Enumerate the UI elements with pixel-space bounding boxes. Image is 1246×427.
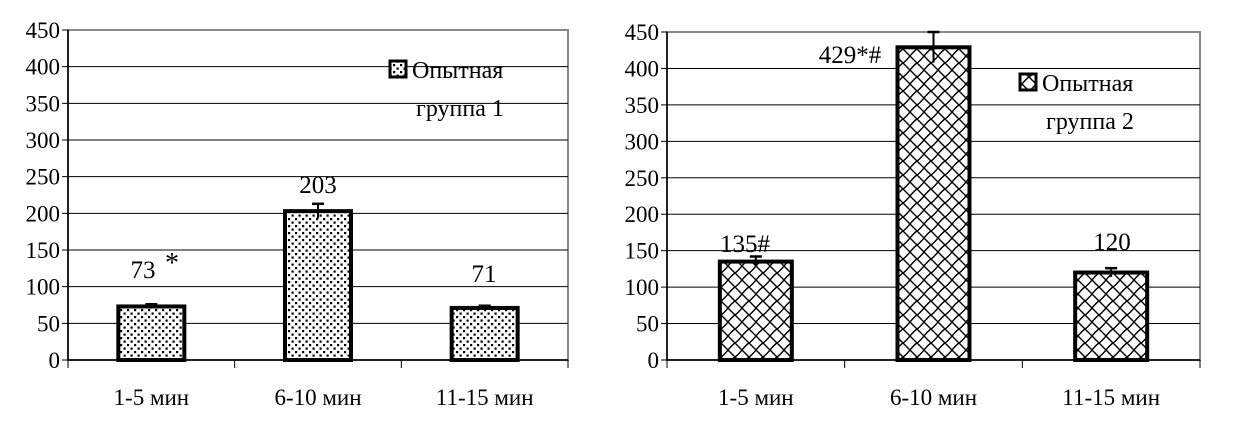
bar	[1073, 270, 1150, 362]
data-label: 429*#	[819, 42, 882, 69]
data-label: 135#	[720, 231, 771, 258]
y-tick-label: 50	[37, 311, 60, 336]
y-tick-label: 250	[26, 165, 61, 190]
bar	[717, 259, 794, 363]
y-tick-label: 0	[49, 348, 61, 373]
bar	[449, 305, 520, 362]
bar	[116, 304, 187, 363]
legend-swatch	[388, 59, 408, 79]
x-tick-label: 1-5 мин	[718, 385, 794, 410]
legend: Опытная группа 2	[1018, 71, 1134, 135]
legend-label-line1: Опытная	[1042, 71, 1133, 97]
y-tick-label: 300	[26, 128, 61, 153]
y-tick-label: 50	[636, 312, 659, 337]
y-tick-label: 150	[625, 239, 660, 264]
y-tick-label: 300	[625, 129, 660, 154]
x-tick-label: 6-10 мин	[890, 385, 977, 410]
legend-label-line1: Опытная	[412, 58, 503, 84]
x-tick-label: 11-15 мин	[436, 385, 534, 410]
y-tick-label: 350	[26, 91, 61, 116]
bar	[283, 209, 353, 362]
data-label: 203	[299, 172, 337, 199]
y-tick-label: 100	[26, 275, 61, 300]
significance-mark: *	[165, 248, 179, 279]
y-tick-label: 0	[648, 348, 660, 373]
data-label: 73	[131, 257, 156, 284]
legend-label-line2: группа 1	[416, 96, 504, 122]
chart-2: 0 50 100 150 200 250 300 350 400 450 1-5 мин 135# 6-…	[625, 20, 1201, 410]
y-tick-label: 400	[625, 56, 660, 81]
y-tick-label: 150	[26, 238, 61, 263]
data-label: 71	[472, 261, 497, 288]
legend-label-line2: группа 2	[1046, 109, 1134, 135]
y-tick-label: 350	[625, 93, 660, 118]
y-tick-label: 400	[26, 55, 61, 80]
bar	[895, 45, 972, 362]
y-tick-label: 200	[625, 202, 660, 227]
y-tick-label: 450	[625, 20, 660, 45]
y-tick-label: 100	[625, 275, 660, 300]
chart-1: 0 50 100 150 200 250 300 350 400 450 1-5 мин 73 * 6-1…	[26, 18, 569, 410]
y-tick-label: 200	[26, 201, 61, 226]
x-tick-label: 1-5 мин	[114, 385, 190, 410]
data-label: 120	[1093, 229, 1131, 256]
x-tick-label: 11-15 мин	[1062, 385, 1160, 410]
y-tick-label: 250	[625, 166, 660, 191]
legend-swatch	[1018, 72, 1038, 92]
y-tick-label: 450	[26, 18, 61, 43]
legend: Опытная группа 1	[388, 58, 504, 122]
x-tick-label: 6-10 мин	[274, 385, 361, 410]
